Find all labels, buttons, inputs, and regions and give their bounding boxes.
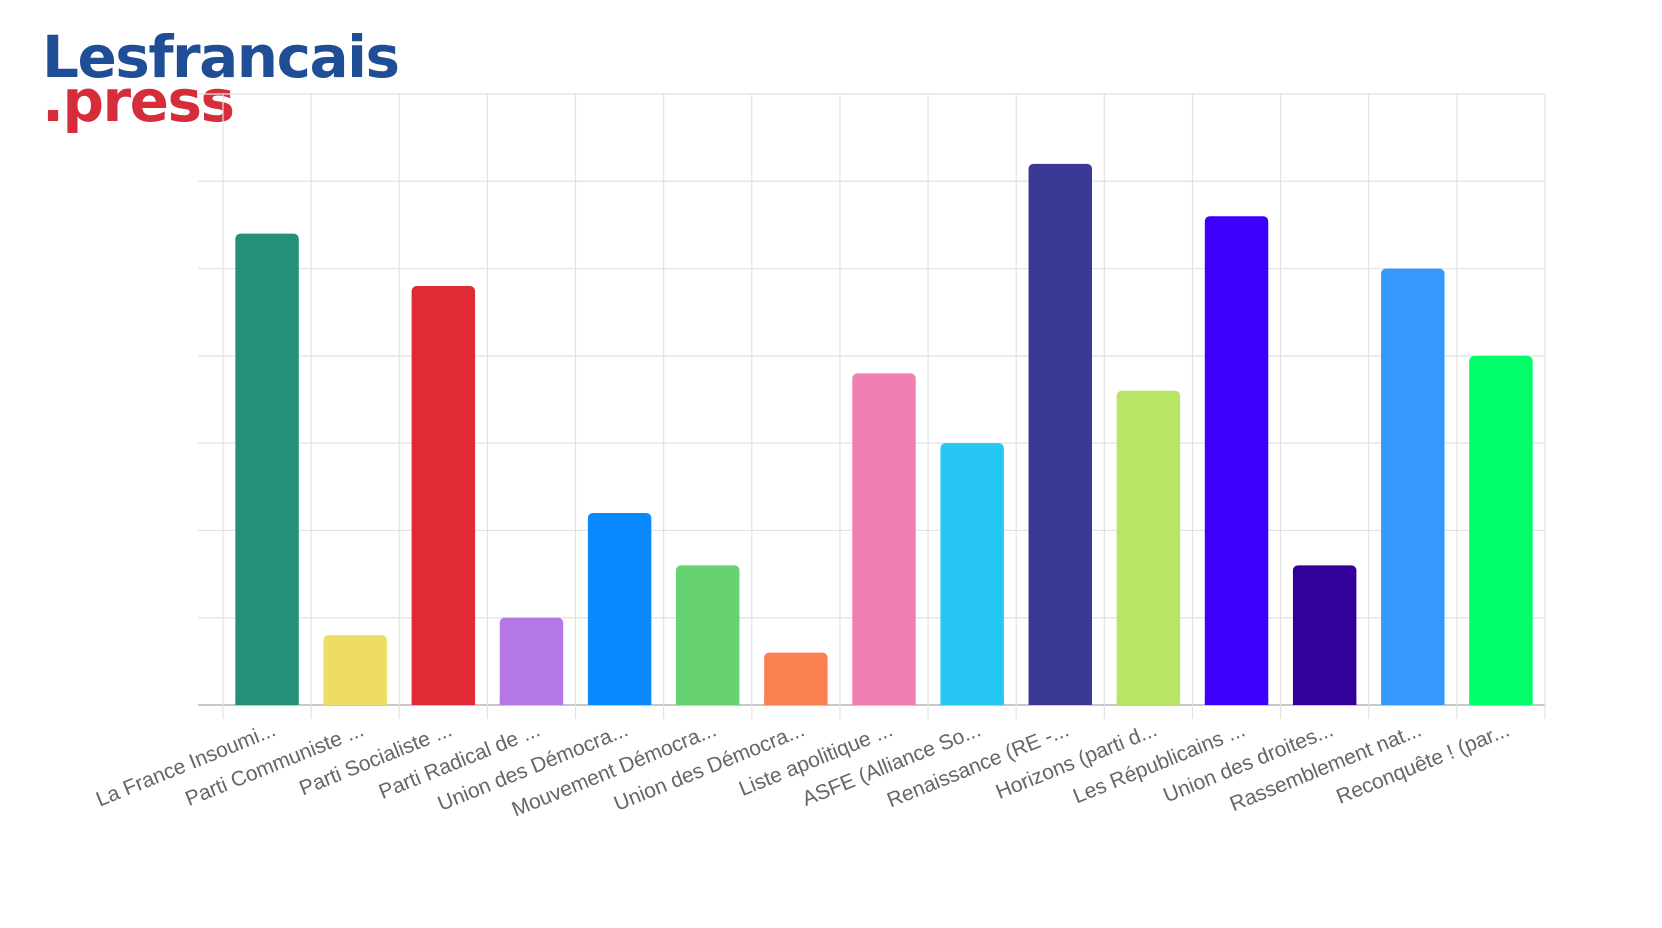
- bar-base-4: [499, 699, 564, 705]
- bar-14: [1381, 268, 1445, 705]
- bar-11: [1116, 390, 1181, 705]
- bar-1: [235, 233, 299, 705]
- bar-base-14: [1381, 699, 1445, 705]
- bar-8: [852, 373, 916, 705]
- bar-base-9: [940, 699, 1004, 705]
- bar-4: [499, 617, 564, 705]
- bar-7: [764, 652, 828, 705]
- bar-base-12: [1204, 699, 1269, 705]
- bar-base-15: [1469, 699, 1533, 705]
- logo-line-press: .press: [42, 67, 235, 135]
- bar-6: [676, 565, 740, 705]
- bar-3: [411, 286, 476, 705]
- bar-5: [587, 512, 652, 705]
- bar-base-10: [1028, 699, 1092, 705]
- bar-base-3: [411, 699, 476, 705]
- bar-base-2: [323, 699, 387, 705]
- bar-base-5: [587, 699, 652, 705]
- bar-13: [1292, 565, 1357, 705]
- bar-base-6: [676, 699, 740, 705]
- bar-10: [1028, 163, 1092, 706]
- bar-9: [940, 443, 1004, 705]
- bar-base-7: [764, 699, 828, 705]
- logo-line-lesfrancais: Lesfrancais: [42, 23, 400, 91]
- bar-15: [1469, 355, 1533, 705]
- bar-base-11: [1116, 699, 1181, 705]
- bar-2: [323, 635, 387, 705]
- bar-12: [1204, 216, 1269, 705]
- bar-base-13: [1292, 699, 1357, 705]
- bar-base-8: [852, 699, 916, 705]
- bar-base-1: [235, 699, 299, 705]
- lesfrancais-press-logo: Lesfrancais .press: [42, 23, 400, 135]
